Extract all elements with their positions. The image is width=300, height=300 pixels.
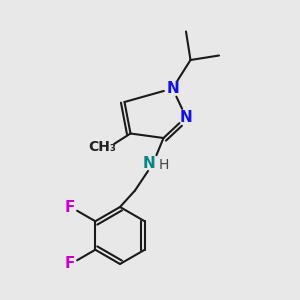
Text: F: F <box>64 200 75 215</box>
Text: N: N <box>142 156 155 171</box>
Text: N: N <box>166 81 179 96</box>
Text: N: N <box>180 110 192 124</box>
Text: F: F <box>64 256 75 271</box>
Text: CH₃: CH₃ <box>88 140 116 154</box>
Text: H: H <box>158 158 169 172</box>
